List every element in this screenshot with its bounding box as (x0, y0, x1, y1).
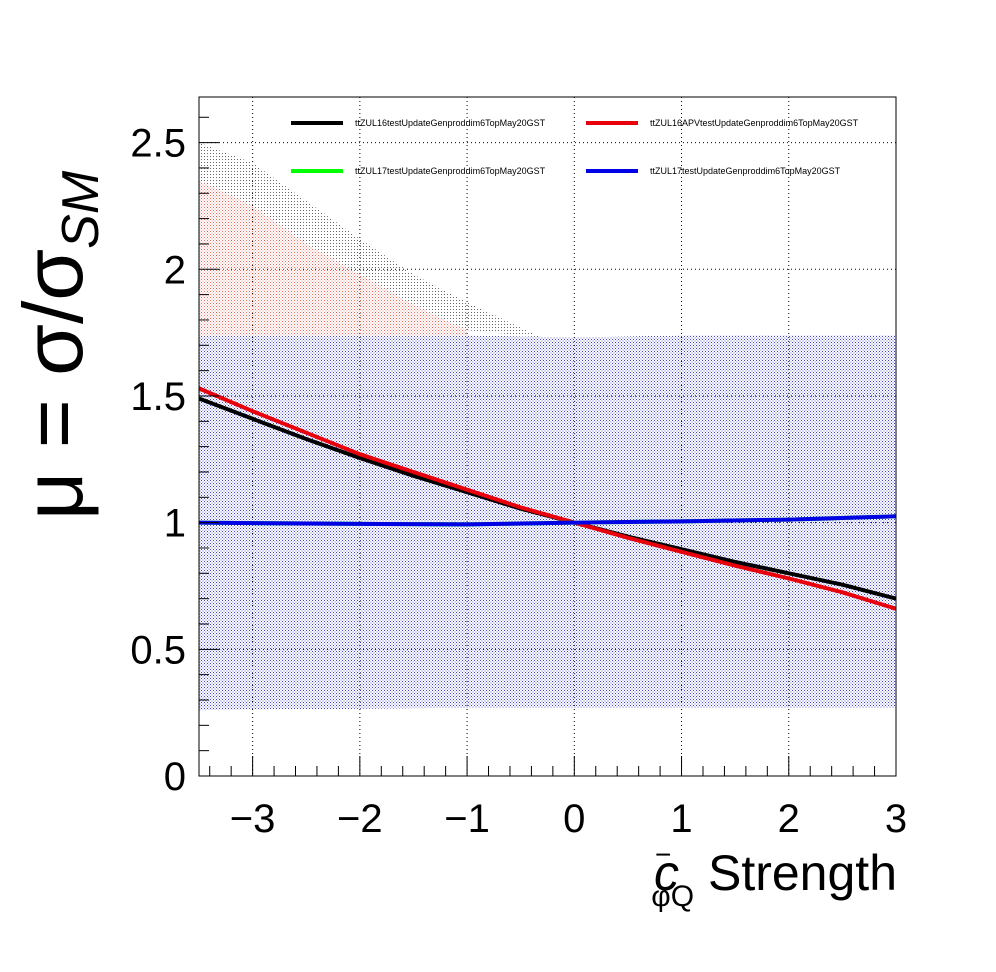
x-tick-label: −2 (337, 797, 383, 841)
y-tick-label: 1 (164, 502, 186, 546)
x-axis-title: c− φQ Strength (651, 839, 897, 913)
x-tick-label: 1 (670, 797, 692, 841)
y-tick-labels: 0 0.5 1 1.5 2 2.5 (130, 122, 186, 799)
legend-label: ttZUL17testUpdateGenproddim6TopMay20GST (355, 166, 546, 176)
axis-ticks (199, 116, 897, 777)
uncertainty-band (199, 180, 468, 336)
y-tick-label: 0 (164, 755, 186, 799)
x-tick-label: −1 (444, 797, 490, 841)
y-axis-title: μ = σ/σSM (6, 170, 110, 520)
legend: ttZUL16testUpdateGenproddim6TopMay20GST t… (291, 118, 859, 176)
legend-item: ttZUL16testUpdateGenproddim6TopMay20GST (291, 118, 546, 128)
x-tick-label: 0 (563, 797, 585, 841)
x-axis-title-symbol: c (654, 845, 679, 901)
legend-label: ttZUL16testUpdateGenproddim6TopMay20GST (355, 118, 546, 128)
y-axis-title-sub: SM (52, 170, 110, 249)
series-line-4 (199, 514, 896, 527)
x-axis-title-sup: − (655, 839, 671, 870)
legend-item: ttZUL17testUpdateGenproddim6TopMay20GST (586, 166, 841, 176)
x-tick-label: −3 (230, 797, 276, 841)
y-axis-title-main: μ = σ/σ (6, 249, 100, 520)
legend-item: ttZUL17testUpdateGenproddim6TopMay20GST (291, 166, 546, 176)
series-lines (199, 386, 896, 611)
y-tick-label: 0.5 (130, 628, 186, 672)
x-axis-title-sub: φQ (651, 880, 694, 913)
x-tick-labels: −3 −2 −1 0 1 2 3 (230, 797, 907, 841)
y-tick-label: 2 (164, 248, 186, 292)
legend-label: ttZUL16APVtestUpdateGenproddim6TopMay20G… (650, 118, 859, 128)
x-tick-label: 2 (778, 797, 800, 841)
uncertainty-bands (199, 142, 896, 711)
y-tick-label: 1.5 (130, 375, 186, 419)
plot-frame (198, 96, 897, 777)
series-line-2 (199, 386, 896, 611)
legend-label: ttZUL17testUpdateGenproddim6TopMay20GST (650, 166, 841, 176)
uncertainty-band (199, 142, 543, 338)
y-tick-label: 2.5 (130, 122, 186, 166)
x-tick-label: 3 (885, 797, 907, 841)
x-axis-title-suffix: Strength (694, 845, 897, 901)
legend-item: ttZUL16APVtestUpdateGenproddim6TopMay20G… (586, 118, 859, 128)
